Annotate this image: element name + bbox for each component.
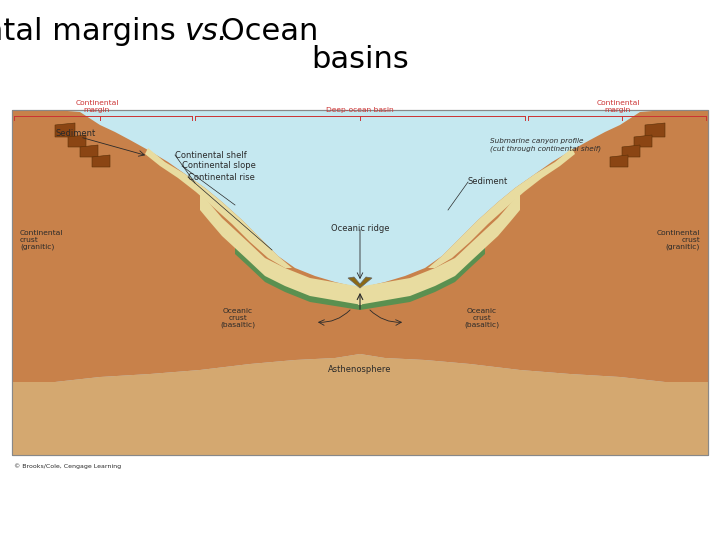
Polygon shape [622,145,640,157]
Polygon shape [12,110,360,382]
Text: Continental
crust
(granitic): Continental crust (granitic) [657,230,700,250]
Text: Continental
margin: Continental margin [76,100,119,113]
Text: Continental margins: Continental margins [0,17,185,46]
Polygon shape [80,145,98,157]
Polygon shape [358,192,520,305]
Text: Oceanic
crust
(basaltic): Oceanic crust (basaltic) [220,308,256,328]
Polygon shape [92,155,110,167]
Text: Sediment: Sediment [468,178,508,186]
Polygon shape [645,123,665,137]
Text: vs.: vs. [185,17,229,46]
Text: Continental rise: Continental rise [188,172,255,181]
Polygon shape [360,232,485,310]
Polygon shape [68,135,86,147]
Text: Continental
margin: Continental margin [596,100,639,113]
Text: Asthenosphere: Asthenosphere [328,366,392,375]
Polygon shape [200,192,362,305]
Text: Deep-ocean basin: Deep-ocean basin [326,107,394,113]
Polygon shape [235,232,360,310]
Polygon shape [12,354,708,455]
Text: Oceanic
crust
(basaltic): Oceanic crust (basaltic) [464,308,500,328]
Polygon shape [348,277,372,288]
Text: Submarine canyon profile
(cut through continental shelf): Submarine canyon profile (cut through co… [490,138,601,152]
Text: Ocean: Ocean [211,17,318,46]
Text: basins: basins [311,45,409,75]
Text: Sediment: Sediment [55,130,95,138]
Text: © Brooks/Cole, Cengage Learning: © Brooks/Cole, Cengage Learning [14,463,121,469]
Text: Oceanic ridge: Oceanic ridge [330,224,390,233]
Polygon shape [55,123,75,137]
Polygon shape [12,110,708,455]
Text: Continental shelf: Continental shelf [175,151,247,159]
Polygon shape [634,135,652,147]
Text: Continental
crust
(granitic): Continental crust (granitic) [20,230,63,250]
Polygon shape [145,148,292,268]
Polygon shape [360,110,708,382]
Polygon shape [428,148,575,268]
Polygon shape [610,155,628,167]
Text: Continental slope: Continental slope [182,161,256,171]
